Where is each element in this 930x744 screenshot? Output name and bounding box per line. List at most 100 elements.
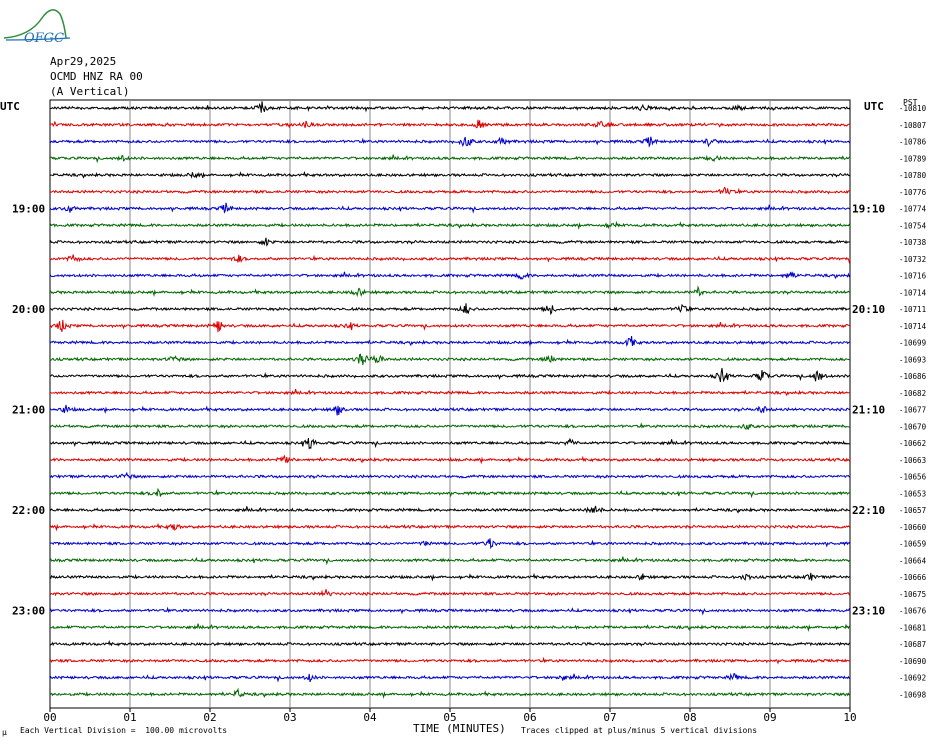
right-time-label: 19:10: [852, 203, 885, 216]
seismic-trace: [49, 271, 851, 280]
right-time-label: 20:10: [852, 303, 885, 316]
logo-hill-icon: [3, 9, 67, 39]
x-tick-label: 05: [443, 711, 456, 724]
right-time-label: 22:10: [852, 504, 885, 517]
right-axis-unit: PST: [903, 98, 918, 107]
x-tick-label: 01: [123, 711, 136, 724]
seismic-trace: [49, 367, 851, 383]
header-component: (A Vertical): [50, 85, 130, 98]
x-tick-label: 02: [203, 711, 216, 724]
seismic-trace: [49, 454, 851, 465]
seismic-trace: [49, 404, 851, 416]
trace-offset-label: -10687: [899, 640, 926, 649]
trace-offset-label: -10663: [899, 456, 926, 465]
left-time-label: 19:00: [12, 203, 45, 216]
trace-offset-label: -10810: [899, 104, 927, 113]
trace-offset-label: -10675: [899, 590, 926, 599]
trace-offset-label: -10714: [899, 322, 927, 331]
seismic-trace: [49, 254, 851, 264]
x-tick-label: 07: [603, 711, 616, 724]
seismic-trace: [49, 119, 851, 129]
scale-note: Each Vertical Division = 100.00 microvol…: [20, 726, 228, 735]
seismic-trace: [49, 639, 851, 647]
header-date: Apr29,2025: [50, 55, 117, 68]
trace-offset-label: -10776: [899, 188, 927, 197]
trace-offset-label: -10754: [899, 221, 927, 230]
trace-offset-label: -10714: [899, 288, 927, 297]
seismic-trace: [49, 487, 851, 499]
seismic-trace: [49, 505, 851, 514]
trace-offset-label: -10677: [899, 406, 926, 415]
trace-offset-label: -10693: [899, 355, 926, 364]
left-axis-title: UTC: [0, 100, 20, 113]
trace-offset-label: -10670: [899, 422, 927, 431]
seismic-trace: [49, 303, 851, 316]
trace-offset-label: -10662: [899, 439, 926, 448]
clip-note: Traces clipped at plus/minus 5 vertical …: [521, 726, 758, 735]
seismic-trace: [49, 388, 851, 397]
trace-offset-label: -10774: [899, 205, 927, 214]
seismic-trace: [49, 522, 851, 532]
seismic-trace: [49, 656, 851, 665]
trace-offset-label: -10716: [899, 272, 927, 281]
corner-mark: µ: [2, 728, 7, 737]
trace-offset-label: -10698: [899, 690, 927, 699]
seismic-trace: [49, 353, 851, 366]
seismic-trace: [49, 220, 851, 230]
x-tick-label: 10: [843, 711, 856, 724]
trace-offset-label: -10681: [899, 623, 926, 632]
trace-offset-label: -10686: [899, 372, 927, 381]
seismic-trace: [49, 556, 851, 566]
seismic-trace: [49, 285, 851, 298]
seismic-trace: [49, 101, 851, 113]
x-tick-label: 09: [763, 711, 776, 724]
right-time-label: 23:10: [852, 605, 885, 618]
trace-offset-label: -10659: [899, 540, 926, 549]
trace-offset-label: -10711: [899, 305, 926, 314]
seismic-trace: [49, 672, 851, 683]
seismic-trace: [49, 136, 851, 148]
right-axis-title: UTC: [864, 100, 884, 113]
trace-offset-label: -10738: [899, 238, 927, 247]
trace-offset-label: -10780: [899, 171, 927, 180]
trace-offset-label: -10789: [899, 154, 926, 163]
x-tick-label: 00: [43, 711, 56, 724]
seismic-trace: [49, 606, 851, 616]
seismic-trace: [49, 572, 851, 582]
left-time-label: 22:00: [12, 504, 45, 517]
seismic-trace: [49, 237, 850, 247]
seismic-trace: [49, 319, 851, 333]
trace-offset-label: -10657: [899, 506, 926, 515]
left-time-label: 21:00: [12, 404, 45, 417]
x-tick-label: 03: [283, 711, 296, 724]
trace-offset-label: -10676: [899, 607, 927, 616]
header-station: OCMD HNZ RA 00: [50, 70, 143, 83]
trace-offset-label: -10732: [899, 255, 926, 264]
trace-offset-label: -10690: [899, 657, 927, 666]
x-tick-label: 08: [683, 711, 696, 724]
trace-offset-label: -10653: [899, 489, 926, 498]
trace-offset-label: -10664: [899, 556, 927, 565]
seismic-trace: [49, 687, 851, 699]
trace-offset-label: -10699: [899, 339, 926, 348]
seismic-trace: [49, 202, 851, 214]
seismic-trace: [49, 623, 851, 632]
seismic-trace: [49, 471, 851, 480]
trace-offset-label: -10692: [899, 674, 926, 683]
seismic-trace: [49, 422, 851, 430]
trace-offset-label: -10656: [899, 473, 927, 482]
trace-offset-label: -10682: [899, 389, 926, 398]
trace-offset-label: -10807: [899, 121, 926, 130]
seismic-trace: [49, 589, 851, 597]
left-time-label: 23:00: [12, 605, 45, 618]
seismic-trace: [49, 170, 851, 179]
x-axis-title: TIME (MINUTES): [413, 722, 506, 735]
seismic-trace: [49, 438, 851, 450]
trace-offset-label: -10666: [899, 573, 927, 582]
seismic-trace: [49, 154, 851, 164]
right-time-label: 21:10: [852, 404, 885, 417]
x-tick-label: 04: [363, 711, 377, 724]
seismic-trace: [49, 538, 851, 550]
trace-offset-label: -10660: [899, 523, 927, 532]
